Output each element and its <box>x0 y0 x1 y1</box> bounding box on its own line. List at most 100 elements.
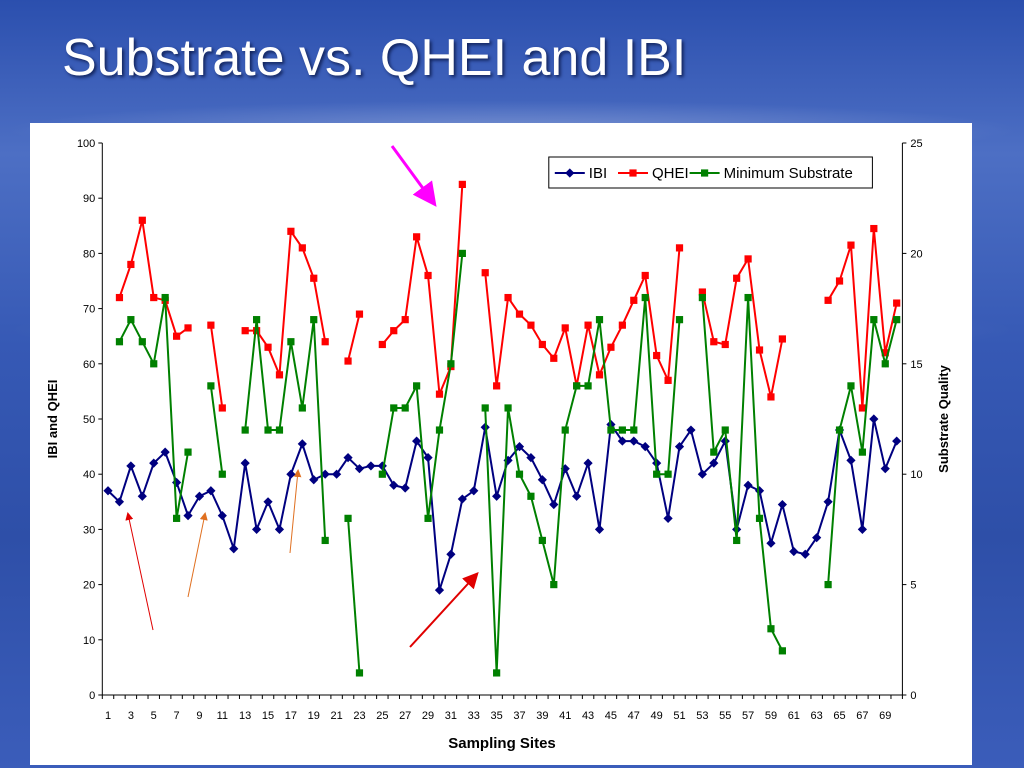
data-point <box>697 469 707 479</box>
annotation-arrow <box>289 469 302 554</box>
x-tick-label: 63 <box>811 710 823 722</box>
data-point <box>297 439 307 449</box>
x-tick-label: 35 <box>491 710 503 722</box>
data-point <box>172 332 181 340</box>
data-point <box>721 426 729 434</box>
data-point <box>435 390 444 398</box>
x-tick-label: 3 <box>128 710 134 722</box>
data-point <box>892 436 902 446</box>
data-point <box>641 293 649 302</box>
data-point <box>583 458 593 468</box>
data-point <box>264 343 272 351</box>
y-tick-label: 30 <box>83 524 95 536</box>
data-point <box>321 338 329 346</box>
data-point <box>607 426 615 434</box>
data-point <box>298 404 306 412</box>
data-point <box>400 483 410 493</box>
series-line <box>347 518 361 673</box>
data-point <box>446 549 456 559</box>
data-point <box>835 277 844 285</box>
data-point <box>172 514 181 522</box>
series-line <box>827 228 898 409</box>
data-point <box>423 453 433 463</box>
data-point <box>378 340 386 349</box>
data-point <box>194 491 205 501</box>
data-point <box>504 293 512 302</box>
data-point <box>424 271 432 280</box>
legend-label: IBI <box>589 165 607 182</box>
chart: Sampling Sites IBI and QHEI Substrate Qu… <box>30 123 972 765</box>
data-point <box>149 458 159 468</box>
data-point <box>493 382 501 390</box>
data-point <box>847 382 855 390</box>
data-point <box>743 480 753 490</box>
series-line <box>701 297 784 652</box>
annotation-arrow <box>125 512 154 631</box>
x-tick-label: 41 <box>559 710 571 722</box>
data-point <box>275 371 284 379</box>
data-point <box>893 316 901 324</box>
data-point <box>710 448 718 456</box>
y-tick-label: 80 <box>83 248 95 260</box>
data-point <box>115 293 124 302</box>
data-point <box>653 470 661 478</box>
data-point <box>767 625 775 633</box>
data-point <box>412 436 422 446</box>
data-point <box>493 669 501 677</box>
series-line <box>484 297 681 673</box>
data-point <box>869 414 879 424</box>
data-point <box>310 316 318 324</box>
data-point <box>492 491 502 501</box>
y2-tick-label: 10 <box>910 469 922 481</box>
x-axis-label: Sampling Sites <box>448 735 556 752</box>
data-point <box>550 354 558 362</box>
data-point <box>607 343 615 351</box>
data-point <box>663 513 673 523</box>
data-point <box>344 357 352 365</box>
data-point <box>710 338 718 346</box>
data-point <box>310 274 318 282</box>
data-point <box>389 480 399 490</box>
legend-label: QHEI <box>652 165 689 182</box>
data-point <box>515 310 524 318</box>
x-tick-label: 55 <box>719 710 731 722</box>
series-line <box>381 253 464 519</box>
data-point <box>366 461 376 471</box>
data-point <box>527 492 535 500</box>
x-tick-label: 1 <box>105 710 111 722</box>
data-point <box>561 324 569 332</box>
legend-marker <box>701 169 709 177</box>
x-tick-label: 51 <box>673 710 685 722</box>
data-point <box>401 404 409 412</box>
data-point <box>572 491 582 501</box>
series-line <box>245 228 327 376</box>
data-point <box>264 426 272 434</box>
data-point <box>514 442 525 452</box>
data-point <box>560 464 570 474</box>
y2-tick-label: 0 <box>910 690 916 702</box>
data-point <box>881 349 889 357</box>
data-point <box>127 316 135 324</box>
data-point <box>744 293 752 302</box>
data-point <box>343 453 353 463</box>
data-point <box>630 426 638 434</box>
series-line <box>107 418 898 591</box>
data-point <box>469 486 479 496</box>
y-axis-label: IBI and QHEI <box>45 380 60 459</box>
data-point <box>721 340 729 349</box>
data-point <box>355 310 364 318</box>
data-point <box>573 382 581 390</box>
series-line <box>244 319 327 541</box>
data-point <box>321 536 329 545</box>
x-tick-label: 11 <box>217 710 228 722</box>
data-point <box>824 296 832 304</box>
data-point <box>286 469 296 479</box>
x-tick-label: 25 <box>376 710 388 722</box>
y2-tick-label: 5 <box>910 580 916 592</box>
legend-marker <box>565 168 575 178</box>
data-point <box>720 436 730 446</box>
y-tick-label: 90 <box>83 193 95 205</box>
data-point <box>241 327 249 335</box>
data-point <box>206 486 216 496</box>
y-tick-label: 50 <box>83 414 95 426</box>
